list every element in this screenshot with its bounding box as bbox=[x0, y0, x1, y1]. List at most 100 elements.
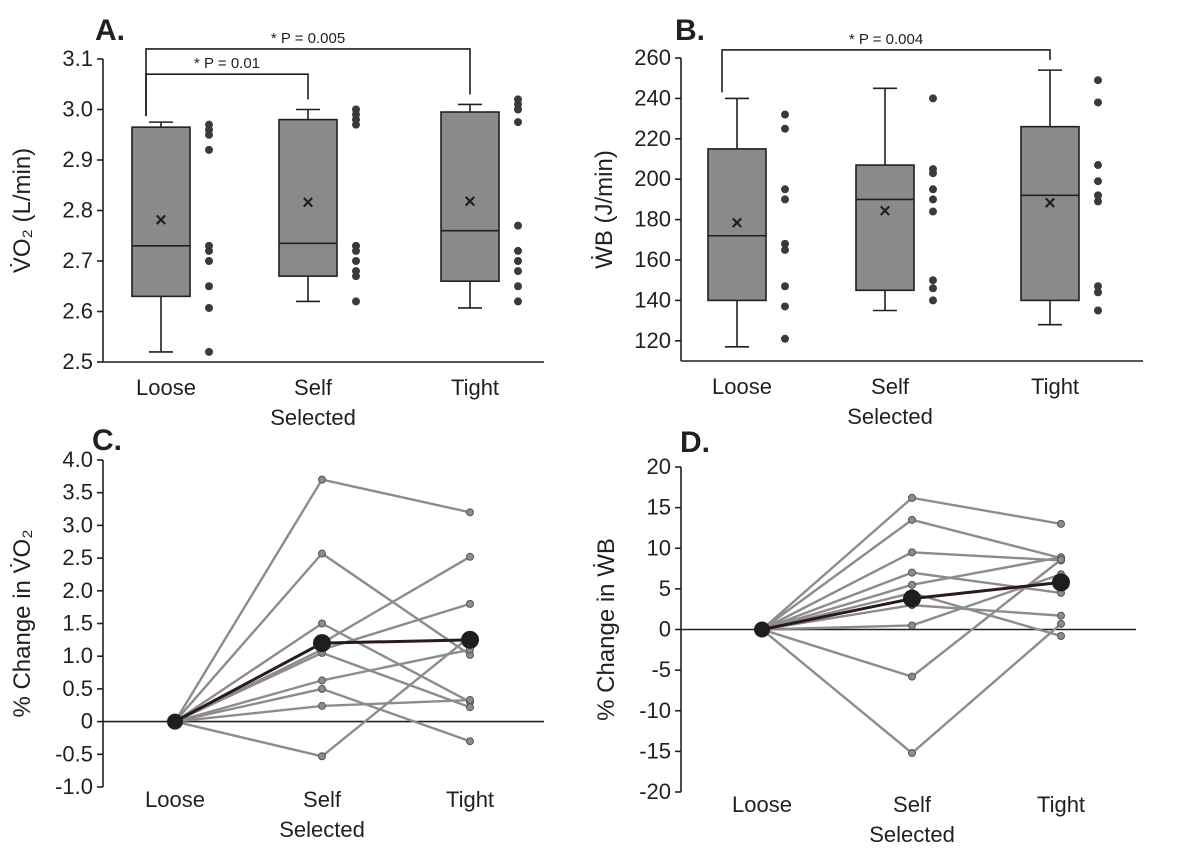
box-iqr bbox=[1020, 125, 1080, 302]
data-point bbox=[781, 282, 789, 291]
data-point bbox=[205, 257, 213, 265]
data-point bbox=[352, 246, 360, 255]
category-label: Selected bbox=[270, 405, 356, 430]
box-iqr bbox=[855, 164, 915, 292]
series-point bbox=[318, 619, 326, 628]
panel-label: D. bbox=[680, 426, 710, 459]
y-tick-label: 0 bbox=[81, 709, 93, 734]
data-point bbox=[781, 185, 789, 194]
data-point bbox=[929, 195, 937, 204]
y-tick-label: 1.0 bbox=[62, 643, 93, 668]
series-point bbox=[318, 752, 326, 761]
category-label: Loose bbox=[145, 787, 205, 812]
data-point bbox=[352, 120, 360, 129]
series-point bbox=[318, 684, 326, 693]
y-tick-label: 3.5 bbox=[62, 480, 93, 505]
data-point bbox=[352, 297, 360, 306]
mean-point bbox=[903, 589, 921, 608]
category-label: Tight bbox=[1031, 374, 1079, 399]
y-tick-label: 2.7 bbox=[62, 248, 93, 273]
data-point bbox=[205, 246, 213, 255]
box-iqr bbox=[440, 111, 500, 283]
y-axis-title: ẆB (J/min) bbox=[591, 150, 618, 269]
mean-point bbox=[167, 713, 183, 730]
series-point bbox=[908, 493, 916, 502]
y-tick-label: 2.5 bbox=[62, 349, 93, 374]
box-1: × bbox=[278, 105, 360, 306]
series-line bbox=[174, 696, 474, 723]
box-mean-marker: × bbox=[879, 201, 891, 223]
data-point bbox=[514, 267, 522, 276]
data-point bbox=[781, 239, 789, 248]
data-point bbox=[929, 185, 937, 194]
mean-point bbox=[1052, 573, 1070, 592]
y-tick-label: 5 bbox=[659, 576, 671, 601]
series-line bbox=[173, 475, 474, 723]
y-tick-label: 220 bbox=[634, 126, 671, 151]
data-point bbox=[781, 245, 789, 254]
series-point bbox=[908, 672, 916, 681]
category-label: Selected bbox=[279, 817, 365, 842]
series-point bbox=[318, 676, 326, 685]
chart-panel-b: B. 120 140 160 180 200 220 240 260 ẆB (J/min) Loos… bbox=[591, 14, 1143, 429]
box-iqr bbox=[278, 118, 338, 277]
data-point bbox=[1094, 306, 1102, 315]
series-line bbox=[761, 493, 1065, 631]
box-mean-marker: × bbox=[731, 213, 743, 235]
data-point bbox=[1094, 98, 1102, 107]
data-point bbox=[1094, 282, 1102, 291]
category-label: Loose bbox=[136, 375, 196, 400]
data-point bbox=[1094, 191, 1102, 200]
y-tick-label: 2.5 bbox=[62, 545, 93, 570]
y-tick-label: -15 bbox=[639, 738, 671, 763]
series-point bbox=[466, 552, 474, 561]
series-point bbox=[318, 475, 326, 484]
data-point bbox=[1094, 288, 1102, 297]
y-tick-label: 260 bbox=[634, 45, 671, 70]
box-mean-marker: × bbox=[1044, 192, 1056, 214]
category-label: Tight bbox=[1037, 792, 1085, 817]
data-point bbox=[929, 207, 937, 216]
mean-point bbox=[461, 630, 479, 649]
y-tick-label: -0.5 bbox=[55, 741, 93, 766]
data-point bbox=[352, 257, 360, 265]
data-point bbox=[781, 124, 789, 133]
series-point bbox=[466, 737, 474, 746]
data-point bbox=[352, 272, 360, 281]
data-point bbox=[929, 169, 937, 178]
series-point bbox=[318, 701, 326, 710]
y-tick-label: 2.0 bbox=[62, 578, 93, 603]
category-label: Tight bbox=[451, 375, 499, 400]
series-line bbox=[761, 619, 1065, 757]
data-point bbox=[929, 276, 937, 285]
y-tick-label: -1.0 bbox=[55, 774, 93, 799]
y-tick-label: 200 bbox=[634, 166, 671, 191]
y-tick-label: -10 bbox=[639, 698, 671, 723]
chart-panel-c: C. -1.0 -0.5 0 0.5 1.0 1.5 2.0 2.5 3.0 3.5 4.0 % Cha… bbox=[8, 424, 544, 842]
data-point bbox=[781, 334, 789, 343]
y-tick-label: 240 bbox=[634, 85, 671, 110]
y-tick-label: 0.5 bbox=[62, 676, 93, 701]
series-point bbox=[908, 568, 916, 577]
data-point bbox=[929, 94, 937, 103]
series-point bbox=[466, 703, 474, 712]
data-point bbox=[514, 282, 522, 291]
data-point bbox=[205, 303, 213, 312]
data-point bbox=[205, 347, 213, 356]
mean-point bbox=[754, 621, 770, 638]
y-tick-label: 2.8 bbox=[62, 198, 93, 223]
category-label: Loose bbox=[732, 792, 792, 817]
data-point bbox=[929, 284, 937, 293]
data-point bbox=[205, 282, 213, 291]
series-point bbox=[466, 599, 474, 608]
box-mean-marker: × bbox=[155, 210, 167, 232]
mean-point bbox=[313, 634, 331, 653]
chart-panel-d: D. -20 -15 -10 -5 0 5 10 15 20 % Change in ẆB Loose… bbox=[593, 426, 1136, 847]
y-tick-label: 1.5 bbox=[62, 611, 93, 636]
series-point bbox=[908, 749, 916, 757]
box-2: × bbox=[1020, 69, 1102, 326]
series-point bbox=[466, 696, 474, 705]
data-point bbox=[929, 296, 937, 305]
y-tick-label: -5 bbox=[651, 657, 671, 682]
y-tick-label: 3.0 bbox=[62, 512, 93, 537]
